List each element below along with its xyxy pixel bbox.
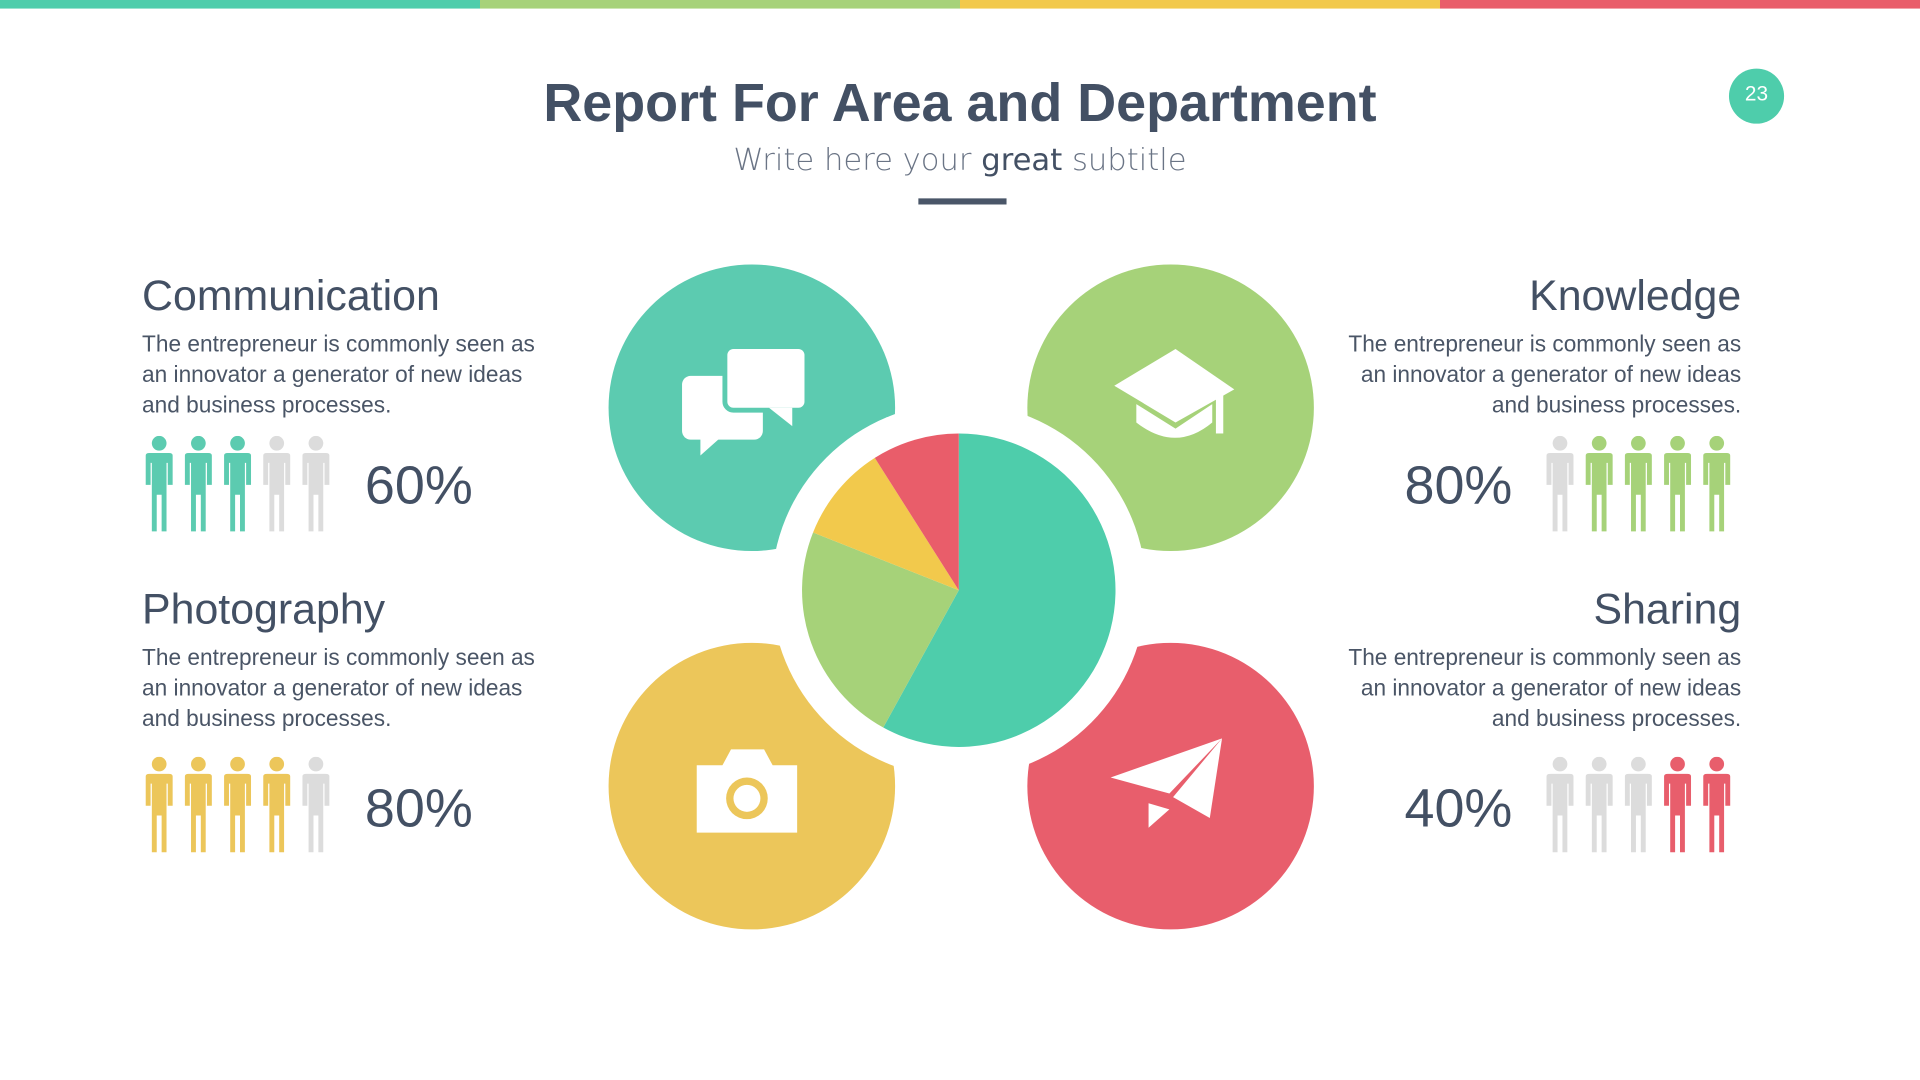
person-empty-icon: [1540, 435, 1579, 540]
section-title: Sharing: [1593, 585, 1742, 634]
person-empty-icon: [296, 435, 335, 540]
section-communication: Communication The entrepreneur is common…: [142, 272, 546, 420]
pie-slice: [874, 433, 959, 591]
sharing-people-rating: [1540, 756, 1736, 861]
person-filled-icon: [1658, 435, 1697, 540]
subtitle-text: Write here your: [733, 142, 982, 178]
title-underline: [918, 198, 1007, 205]
section-knowledge: Knowledge The entrepreneur is commonly s…: [1337, 272, 1741, 420]
pie-slice: [802, 532, 959, 728]
graduation-cap-icon: [1114, 348, 1235, 438]
section-text: The entrepreneur is commonly seen as an …: [1348, 330, 1742, 418]
person-filled-icon: [1697, 756, 1736, 861]
person-filled-icon: [1658, 756, 1697, 861]
photography-people-rating: [140, 756, 336, 861]
section-photography: Photography The entrepreneur is commonly…: [142, 585, 546, 733]
top-bar-red: [1440, 0, 1920, 9]
person-filled-icon: [1697, 435, 1736, 540]
person-empty-icon: [296, 756, 335, 861]
person-filled-icon: [179, 435, 218, 540]
communication-people-rating: [140, 435, 336, 540]
subtitle-text-end: subtitle: [1062, 142, 1187, 178]
chat-bubbles-icon: [682, 344, 810, 456]
pie-slice: [813, 457, 959, 591]
pie-slice: [883, 433, 1116, 747]
page-subtitle: Write here your great subtitle: [0, 142, 1920, 178]
top-bar-teal: [0, 0, 481, 9]
person-empty-icon: [1580, 756, 1619, 861]
section-text: The entrepreneur is commonly seen as an …: [1348, 644, 1742, 732]
person-filled-icon: [1580, 435, 1619, 540]
page-title: Report For Area and Department: [543, 73, 1377, 134]
person-filled-icon: [257, 756, 296, 861]
person-filled-icon: [179, 756, 218, 861]
section-title: Communication: [142, 271, 440, 320]
person-empty-icon: [1540, 756, 1579, 861]
person-filled-icon: [140, 756, 179, 861]
section-title: Knowledge: [1529, 271, 1742, 320]
person-filled-icon: [1619, 435, 1658, 540]
section-text: The entrepreneur is commonly seen as an …: [142, 644, 535, 732]
paper-plane-icon: [1110, 738, 1223, 828]
section-title: Photography: [142, 585, 386, 634]
person-empty-icon: [257, 435, 296, 540]
knowledge-percent: 80%: [1404, 455, 1513, 516]
person-filled-icon: [140, 435, 179, 540]
sharing-percent: 40%: [1404, 778, 1513, 839]
top-bar-yellow: [960, 0, 1441, 9]
page-number-badge: 23: [1728, 68, 1785, 124]
camera-icon: [696, 749, 798, 833]
section-sharing: Sharing The entrepreneur is commonly see…: [1337, 585, 1741, 733]
photography-percent: 80%: [364, 778, 473, 839]
subtitle-bold: great: [981, 142, 1063, 178]
communication-percent: 60%: [364, 455, 473, 516]
top-bar-green: [480, 0, 961, 9]
person-empty-icon: [1619, 756, 1658, 861]
person-filled-icon: [218, 756, 257, 861]
pie-chart: [802, 433, 1116, 747]
knowledge-people-rating: [1540, 435, 1736, 540]
person-filled-icon: [218, 435, 257, 540]
section-text: The entrepreneur is commonly seen as an …: [142, 330, 535, 418]
